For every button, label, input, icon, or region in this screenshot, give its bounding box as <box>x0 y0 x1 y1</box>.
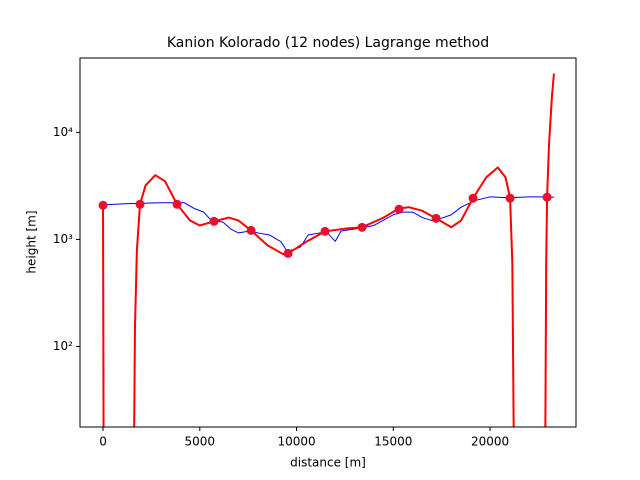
node-marker <box>320 226 330 236</box>
node-marker <box>98 200 108 210</box>
y-axis-label: height [m] <box>25 210 39 273</box>
series-line <box>103 196 554 252</box>
node-marker <box>468 193 478 203</box>
x-tick-label: 10000 <box>277 435 315 449</box>
node-marker <box>172 199 182 209</box>
node-marker <box>209 216 219 226</box>
chart-title: Kanion Kolorado (12 nodes) Lagrange meth… <box>167 35 489 51</box>
node-marker <box>394 204 404 214</box>
node-marker <box>431 213 441 223</box>
x-tick-label: 5000 <box>185 435 216 449</box>
axes-frame <box>79 57 577 428</box>
y-tick-label: 10² <box>53 339 73 353</box>
node-marker <box>283 248 293 258</box>
node-marker <box>357 222 367 232</box>
x-tick-label: 15000 <box>374 435 412 449</box>
y-tick-label: 10³ <box>53 232 73 246</box>
x-axis-label: distance [m] <box>290 456 366 470</box>
plot-area <box>98 73 555 427</box>
x-tick-label: 20000 <box>471 435 509 449</box>
node-marker <box>135 199 145 209</box>
y-tick-label: 10⁴ <box>53 125 73 139</box>
series-line <box>102 73 555 427</box>
x-tick-label: 0 <box>99 435 107 449</box>
node-marker <box>246 225 256 235</box>
node-marker <box>505 193 515 203</box>
node-marker <box>542 192 552 202</box>
